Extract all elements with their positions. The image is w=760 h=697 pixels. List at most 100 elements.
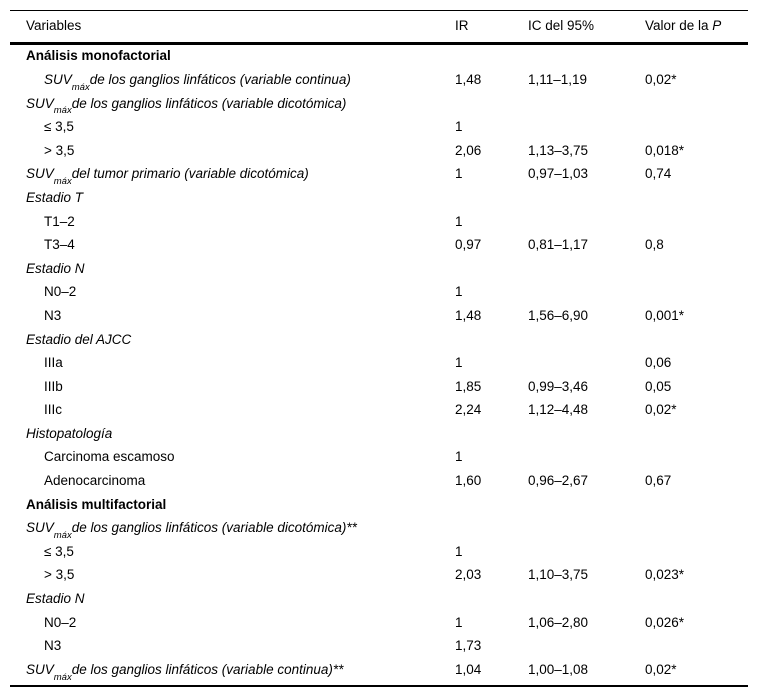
table-row: Análisis multifactorial <box>10 493 748 517</box>
row-label: IIIb <box>44 378 63 394</box>
table-row: SUVmáxde los ganglios linfáticos (variab… <box>10 92 748 116</box>
suv-subscript: máx <box>53 671 72 683</box>
row-p-value: 0,001* <box>645 307 685 323</box>
row-label: Análisis monofactorial <box>26 48 171 64</box>
table-row: SUVmáxde los ganglios linfáticos (variab… <box>10 517 748 541</box>
table-row: SUVmáxdel tumor primario (variable dicot… <box>10 163 748 187</box>
row-label: IIIc <box>44 402 63 418</box>
table-row: ≤ 3,5 1 <box>10 540 748 564</box>
row-ic-value: 1,56–6,90 <box>528 307 589 323</box>
row-ic-value: 0,96–2,67 <box>528 473 589 489</box>
row-ir-value: 2,03 <box>455 567 482 583</box>
table-row: Adenocarcinoma 1,60 0,96–2,67 0,67 <box>10 470 748 494</box>
table-row: IIIa 1 0,06 <box>10 352 748 376</box>
row-ir-value: 1 <box>455 543 463 559</box>
row-label: IIIa <box>44 355 63 371</box>
table-row: N0–2 1 1,06–2,80 0,026* <box>10 611 748 635</box>
table-row: Carcinoma escamoso 1 <box>10 446 748 470</box>
row-ir-value: 1,04 <box>455 661 482 677</box>
row-p-value: 0,02* <box>645 402 677 418</box>
row-ir-value: 1 <box>455 213 463 229</box>
table-row: > 3,5 2,06 1,13–3,75 0,018* <box>10 139 748 163</box>
row-ir-value: 2,24 <box>455 402 482 418</box>
table-row: > 3,5 2,03 1,10–3,75 0,023* <box>10 564 748 588</box>
row-label: Estadio N <box>26 260 85 276</box>
row-ir-value: 1 <box>455 166 463 182</box>
label-text: de los ganglios linfáticos (variable dic… <box>71 95 347 111</box>
table-row: SUVmáxde los ganglios linfáticos (variab… <box>10 69 748 93</box>
row-ic-value: 1,00–1,08 <box>528 661 589 677</box>
row-ic-value: 1,11–1,19 <box>528 71 588 87</box>
row-ir-value: 1,85 <box>455 378 482 394</box>
table-row: Análisis monofactorial <box>10 45 748 69</box>
suv-subscript: máx <box>53 529 72 541</box>
row-p-value: 0,05 <box>645 378 672 394</box>
label-text: de los ganglios linfáticos (variable con… <box>89 71 351 87</box>
row-p-value: 0,06 <box>645 355 672 371</box>
row-ir-value: 1,48 <box>455 71 482 87</box>
table-row: IIIb 1,85 0,99–3,46 0,05 <box>10 375 748 399</box>
table-row: IIIc 2,24 1,12–4,48 0,02* <box>10 399 748 423</box>
row-ic-value: 0,81–1,17 <box>528 237 589 253</box>
col-header-ic: IC del 95% <box>528 18 595 34</box>
col-header-ir: IR <box>455 18 469 34</box>
row-label: N0–2 <box>44 284 77 300</box>
row-p-value: 0,67 <box>645 473 672 489</box>
row-label: Estadio T <box>26 189 84 205</box>
table-row: ≤ 3,5 1 <box>10 116 748 140</box>
table-row: T1–2 1 <box>10 210 748 234</box>
table-row: Histopatología <box>10 423 748 447</box>
row-ic-value: 0,99–3,46 <box>528 378 589 394</box>
row-label: Estadio N <box>26 591 85 607</box>
col-header-p-prefix: Valor de la <box>645 18 713 34</box>
row-label: Histopatología <box>26 425 113 441</box>
col-header-variables: Variables <box>26 18 82 34</box>
label-text: de los ganglios linfáticos (variable dic… <box>71 520 357 536</box>
row-p-value: 0,02* <box>645 71 677 87</box>
table-header-row: Variables IR IC del 95% Valor de la P <box>10 10 748 45</box>
table-row: N0–2 1 <box>10 281 748 305</box>
col-header-p-symbol: P <box>712 18 722 34</box>
row-label: T1–2 <box>44 213 75 229</box>
row-label: > 3,5 <box>44 142 75 158</box>
row-label: SUVmáxde los ganglios linfáticos (variab… <box>10 520 455 540</box>
row-p-value: 0,018* <box>645 142 685 158</box>
table-row: SUVmáxde los ganglios linfáticos (variab… <box>10 658 748 682</box>
suv-prefix: SUV <box>26 520 54 536</box>
row-ir-value: 1 <box>455 284 463 300</box>
row-label: SUVmáxdel tumor primario (variable dicot… <box>10 166 455 186</box>
row-ic-value: 1,13–3,75 <box>528 142 589 158</box>
row-p-value: 0,74 <box>645 166 672 182</box>
row-ir-value: 1,73 <box>455 638 482 654</box>
suv-prefix: SUV <box>26 95 54 111</box>
table-body: Análisis monofactorial SUVmáxde los gangl… <box>10 45 748 688</box>
row-label: > 3,5 <box>44 567 75 583</box>
row-label: ≤ 3,5 <box>44 119 74 135</box>
row-label: Estadio del AJCC <box>26 331 132 347</box>
table-row: Estadio del AJCC <box>10 328 748 352</box>
row-label: SUVmáxde los ganglios linfáticos (variab… <box>10 661 455 682</box>
table-row: T3–4 0,97 0,81–1,17 0,8 <box>10 234 748 258</box>
row-p-value: 0,023* <box>645 567 685 583</box>
row-ic-value: 0,97–1,03 <box>528 166 589 182</box>
row-label: Adenocarcinoma <box>44 473 146 489</box>
row-ir-value: 2,06 <box>455 142 482 158</box>
suv-subscript: máx <box>71 81 90 93</box>
row-label: N0–2 <box>44 614 77 630</box>
table-row: Estadio T <box>10 187 748 211</box>
row-label: SUVmáxde los ganglios linfáticos (variab… <box>10 71 455 92</box>
row-ic-value: 1,10–3,75 <box>528 567 589 583</box>
row-ir-value: 1,48 <box>455 307 482 323</box>
label-text: del tumor primario (variable dicotómica) <box>71 166 309 182</box>
col-header-p-value: Valor de la P <box>645 18 748 34</box>
row-label: N3 <box>44 307 62 323</box>
row-p-value: 0,8 <box>645 237 664 253</box>
table-row: Estadio N <box>10 588 748 612</box>
row-ir-value: 1,60 <box>455 473 482 489</box>
row-ir-value: 1 <box>455 449 463 465</box>
table-row: N3 1,73 <box>10 635 748 659</box>
row-ir-value: 1 <box>455 119 463 135</box>
suv-prefix: SUV <box>44 71 72 87</box>
label-text: de los ganglios linfáticos (variable con… <box>71 661 344 677</box>
statistics-table: Variables IR IC del 95% Valor de la P An… <box>10 10 748 688</box>
